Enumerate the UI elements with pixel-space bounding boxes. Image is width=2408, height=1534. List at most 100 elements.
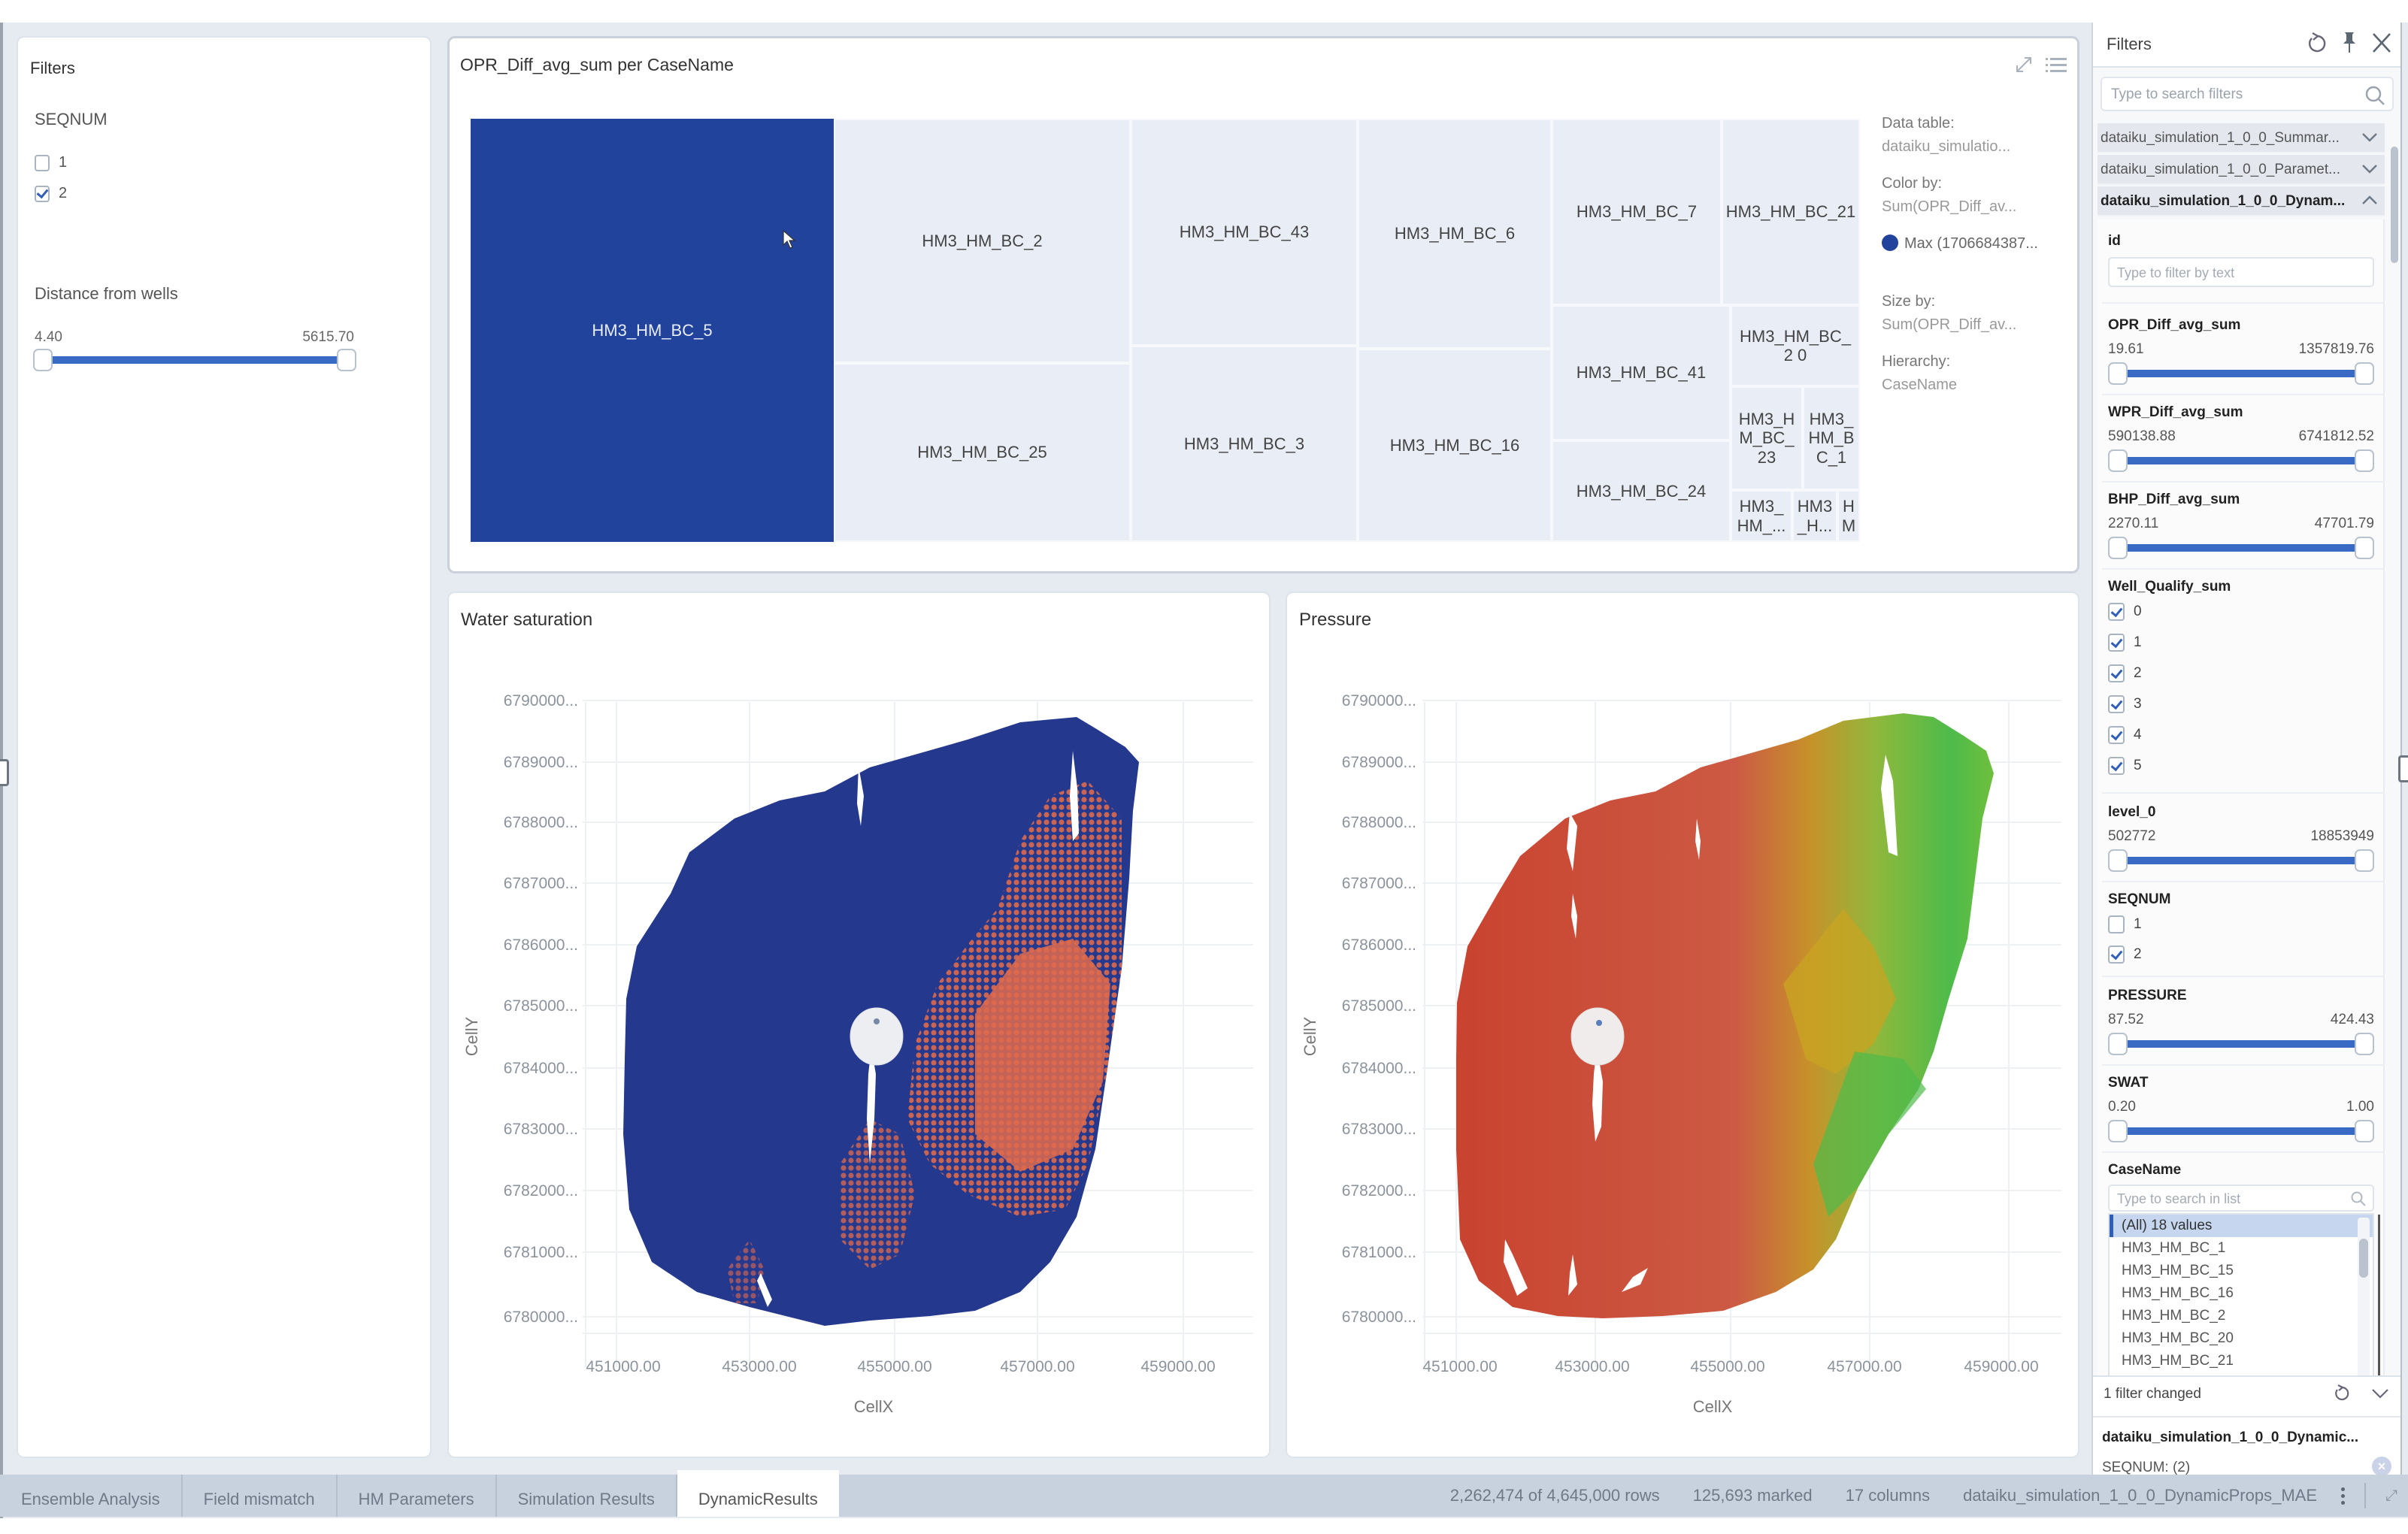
pressure-scatter-chart[interactable]: 6790000... 6789000... 6788000... 6787000… [1287, 593, 2081, 1460]
checkbox[interactable] [2108, 915, 2125, 933]
list-menu-icon[interactable] [2046, 56, 2067, 74]
well-qualify-option[interactable]: 1 [2108, 634, 2142, 652]
chevron-down-icon[interactable] [2370, 1383, 2390, 1404]
bhp-range-slider[interactable] [2108, 537, 2374, 559]
y-axis-label[interactable]: CellY [462, 1016, 481, 1056]
checkbox-checked[interactable] [2108, 695, 2125, 713]
checkbox-checked[interactable] [2108, 757, 2125, 775]
well-qualify-option[interactable]: 0 [2108, 603, 2142, 621]
range-handle-max[interactable] [2355, 537, 2374, 559]
legend-hierarchy-value[interactable]: CaseName [1882, 377, 1958, 393]
more-options-icon[interactable] [2341, 1487, 2345, 1505]
checkbox[interactable] [35, 154, 50, 171]
checkbox-checked[interactable] [2108, 634, 2125, 652]
treemap-tile[interactable]: HM3_HM_BC_7 [1552, 119, 1722, 305]
expand-status-icon[interactable]: ⤢ [2385, 1487, 2397, 1504]
range-handle-min[interactable] [2108, 1033, 2128, 1055]
distance-range-slider[interactable] [33, 349, 356, 371]
well-qualify-option[interactable]: 3 [2108, 695, 2142, 713]
list-scrollbar[interactable] [2358, 1218, 2370, 1380]
list-item[interactable]: HM3_HM_BC_2 [2122, 1308, 2226, 1324]
scrollbar-thumb[interactable] [2359, 1239, 2368, 1278]
seqnum-option-1[interactable]: 1 [35, 154, 67, 171]
treemap-tile[interactable]: HM3_HM_BC_6 [1358, 119, 1552, 349]
right-panel-resize-handle[interactable] [2398, 755, 2408, 782]
well-qualify-option[interactable]: 4 [2108, 726, 2142, 744]
range-handle-max[interactable] [2355, 1033, 2374, 1055]
range-handle-max[interactable] [2355, 849, 2374, 872]
reset-icon[interactable] [2333, 1383, 2351, 1404]
filter-group-summary[interactable]: dataiku_simulation_1_0_0_Summar... [2098, 123, 2385, 153]
seqnum-option-1[interactable]: 1 [2108, 915, 2142, 933]
well-marker[interactable] [850, 1007, 904, 1066]
range-handle-min[interactable] [2108, 362, 2128, 385]
reset-icon[interactable] [2306, 30, 2328, 56]
filter-group-dynamic[interactable]: dataiku_simulation_1_0_0_Dynam... [2098, 186, 2385, 216]
expand-icon[interactable] [2014, 55, 2034, 74]
range-handle-max[interactable] [2355, 449, 2374, 472]
casename-list[interactable]: (All) 18 values HM3_HM_BC_1 HM3_HM_BC_15… [2108, 1213, 2380, 1386]
seqnum-option-2[interactable]: 2 [35, 185, 67, 202]
legend-size-by-value[interactable]: Sum(OPR_Diff_av... [1882, 316, 2017, 333]
treemap-tile[interactable]: HM3_HM_BC_21 [1722, 119, 1860, 305]
x-axis-label[interactable]: CellX [854, 1397, 894, 1416]
filter-search-input[interactable]: Type to search filters [2101, 77, 2394, 111]
range-handle-max[interactable] [2355, 362, 2374, 385]
swat-range-slider[interactable] [2108, 1120, 2374, 1142]
tab-ensemble-analysis[interactable]: Ensemble Analysis [0, 1475, 183, 1517]
treemap-tile[interactable]: HM3_HM_BC_3 [1131, 346, 1358, 542]
scrollbar-thumb[interactable] [2391, 147, 2398, 263]
opr-range-slider[interactable] [2108, 362, 2374, 385]
filter-group-parameters[interactable]: dataiku_simulation_1_0_0_Paramet... [2098, 155, 2385, 185]
clear-filter-icon[interactable]: × [2372, 1457, 2391, 1476]
checkbox-checked[interactable] [2108, 603, 2125, 621]
well-qualify-option[interactable]: 2 [2108, 664, 2142, 682]
filters-scrollbar[interactable] [2389, 124, 2400, 1372]
treemap-tile[interactable]: HM3_HM_BC_43 [1131, 119, 1358, 346]
list-item[interactable]: HM3_HM_BC_15 [2122, 1263, 2234, 1278]
close-icon[interactable] [2370, 30, 2393, 56]
checkbox-checked[interactable] [2108, 664, 2125, 682]
y-axis-label[interactable]: CellY [1301, 1016, 1319, 1056]
treemap-tile[interactable]: HM3_ HM_B C_1 [1803, 386, 1860, 490]
treemap-tile[interactable]: HM3_HM_BC_5 [471, 119, 834, 542]
legend-color-by-value[interactable]: Sum(OPR_Diff_av... [1882, 198, 2017, 215]
range-handle-min[interactable] [2108, 849, 2128, 872]
left-panel-resize-handle[interactable] [0, 759, 9, 786]
range-handle-min[interactable] [2108, 537, 2128, 559]
pressure-range-slider[interactable] [2108, 1033, 2374, 1055]
range-handle-min[interactable] [2108, 449, 2128, 472]
checkbox-checked[interactable] [2108, 946, 2125, 964]
level0-range-slider[interactable] [2108, 849, 2374, 872]
treemap-tile[interactable]: HM3_H M_BC_ 23 [1731, 386, 1803, 490]
treemap-tile[interactable]: HM3_HM_BC_25 [834, 363, 1131, 542]
list-item[interactable]: HM3_HM_BC_21 [2122, 1353, 2234, 1369]
list-item[interactable]: HM3_HM_BC_1 [2122, 1240, 2226, 1256]
list-item[interactable]: HM3_HM_BC_20 [2122, 1330, 2234, 1346]
treemap-tile[interactable]: HM3_ HM_... [1731, 490, 1792, 542]
treemap-tile[interactable]: HM3 _H... [1792, 490, 1837, 542]
tab-hm-parameters[interactable]: HM Parameters [338, 1475, 497, 1517]
water-saturation-scatter-chart[interactable]: 6790000... 6789000... 6788000... 6787000… [449, 593, 1272, 1460]
status-data-table[interactable]: dataiku_simulation_1_0_0_DynamicProps_MA… [1963, 1486, 2317, 1505]
id-filter-input[interactable]: Type to filter by text [2108, 257, 2374, 287]
list-item[interactable]: HM3_HM_BC_16 [2122, 1285, 2234, 1301]
treemap-tile[interactable]: HM3_HM_BC_2 [834, 119, 1131, 363]
treemap-tile[interactable]: HM3_HM_BC_24 [1552, 440, 1731, 542]
pin-icon[interactable] [2342, 30, 2357, 56]
checkbox-checked[interactable] [35, 185, 50, 202]
range-handle-max[interactable] [2355, 1120, 2374, 1142]
treemap-tile[interactable]: HM3_HM_BC_16 [1358, 349, 1552, 542]
treemap-tile[interactable]: HM3_HM_BC_41 [1552, 305, 1731, 440]
wpr-range-slider[interactable] [2108, 449, 2374, 472]
range-handle-max[interactable] [337, 349, 356, 371]
well-qualify-option[interactable]: 5 [2108, 757, 2142, 775]
well-marker[interactable] [1571, 1007, 1625, 1066]
range-handle-min[interactable] [2108, 1120, 2128, 1142]
casename-search-input[interactable]: Type to search in list [2108, 1185, 2374, 1212]
list-item[interactable]: (All) 18 values [2110, 1215, 2373, 1237]
tab-simulation-results[interactable]: Simulation Results [497, 1475, 677, 1517]
seqnum-option-2[interactable]: 2 [2108, 946, 2142, 964]
tab-field-mismatch[interactable]: Field mismatch [183, 1475, 338, 1517]
range-handle-min[interactable] [33, 349, 53, 371]
